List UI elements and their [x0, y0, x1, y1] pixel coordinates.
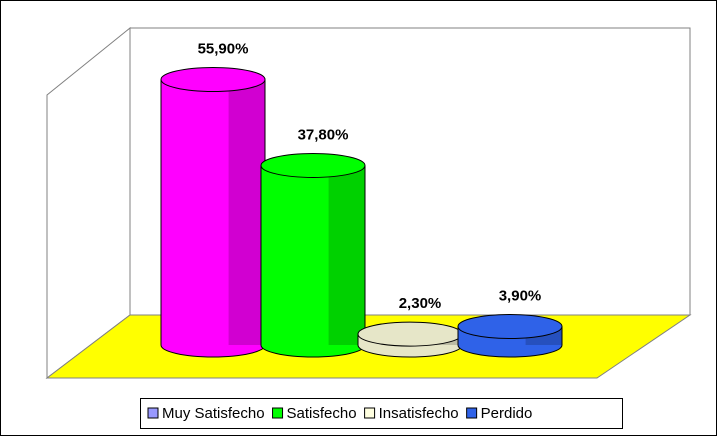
- legend-swatch: [272, 407, 284, 419]
- legend-label: Insatisfecho: [379, 405, 459, 422]
- cylinder-shade: [228, 79, 265, 345]
- cylinder-top: [357, 321, 463, 347]
- value-label: 55,90%: [198, 40, 249, 57]
- legend-box: [140, 398, 623, 429]
- value-label: 37,80%: [298, 126, 349, 143]
- legend-label: Muy Satisfecho: [162, 405, 265, 422]
- cylinder-shade: [328, 165, 365, 345]
- cylinder-top: [260, 152, 366, 178]
- value-label: 2,30%: [399, 295, 442, 312]
- cylinder-body: [161, 79, 265, 345]
- legend-label: Satisfecho: [287, 405, 357, 422]
- value-label: 3,90%: [499, 287, 542, 304]
- legend-label: Perdido: [481, 405, 533, 422]
- legend-swatch: [147, 407, 159, 419]
- cylinder-top: [160, 66, 266, 92]
- legend-swatch: [466, 407, 478, 419]
- cylinder-top: [457, 313, 563, 339]
- cylinder-body: [261, 165, 365, 345]
- legend-swatch: [364, 407, 376, 419]
